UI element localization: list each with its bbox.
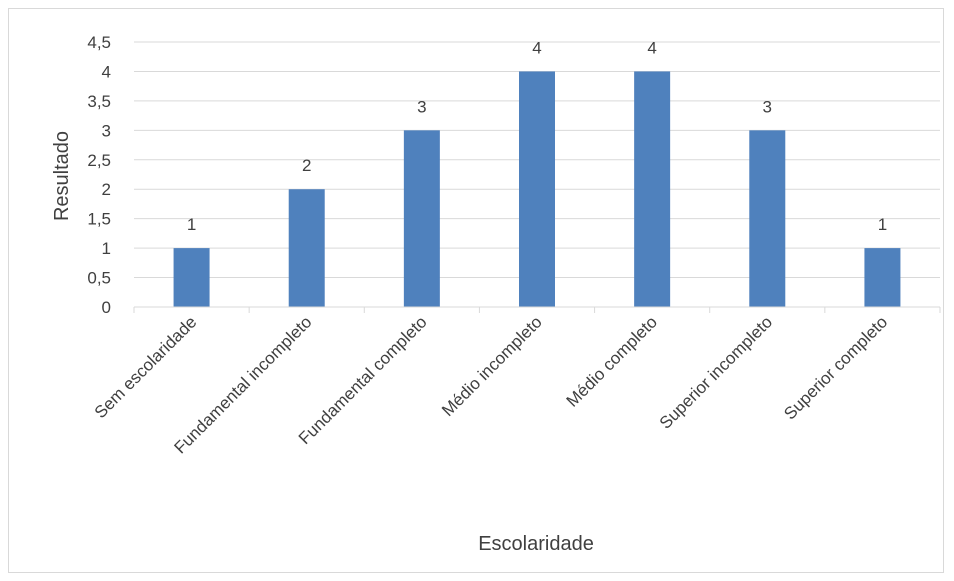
- x-tick-label: Sem escolaridade: [91, 312, 201, 422]
- bar: [634, 71, 671, 307]
- data-label: 4: [532, 38, 541, 57]
- y-tick-label: 4: [102, 62, 111, 81]
- y-tick-label: 0: [102, 298, 111, 317]
- bar: [403, 130, 440, 307]
- x-tick-label: Médio completo: [563, 312, 661, 410]
- x-axis: [133, 306, 941, 313]
- x-tick-label: Médio incompleto: [438, 312, 546, 420]
- x-axis-title: Escolaridade: [478, 533, 594, 555]
- y-tick-labels: 0 0,5 1 1,5 2 2,5 3 3,5 4 4,5: [87, 33, 111, 317]
- bar: [288, 189, 325, 307]
- x-tick-label: Superior incompleto: [656, 312, 776, 432]
- data-label: 1: [187, 215, 196, 234]
- data-label: 1: [878, 215, 887, 234]
- data-label: 4: [647, 38, 656, 57]
- y-tick-label: 2: [102, 180, 111, 199]
- bar: [749, 130, 786, 307]
- y-tick-label: 2,5: [87, 151, 111, 170]
- y-tick-label: 4,5: [87, 33, 111, 52]
- bars: [173, 71, 901, 307]
- y-tick-label: 0,5: [87, 269, 111, 288]
- data-label: 2: [302, 156, 311, 175]
- bar: [173, 248, 210, 307]
- data-label: 3: [763, 97, 772, 116]
- data-label: 3: [417, 97, 426, 116]
- data-labels: 1 2 3 4 4 3 1: [187, 38, 887, 234]
- x-tick-label: Superior completo: [780, 312, 891, 423]
- bar: [864, 248, 901, 307]
- y-tick-label: 3: [102, 121, 111, 140]
- x-tick-label: Fundamental completo: [295, 312, 431, 448]
- y-tick-label: 1: [102, 239, 111, 258]
- chart-frame: [8, 8, 944, 573]
- bar: [519, 71, 555, 307]
- x-tick-label: Fundamental incompleto: [170, 312, 315, 457]
- y-axis-title: Resultado: [51, 131, 73, 221]
- y-tick-label: 1,5: [87, 210, 111, 229]
- y-tick-label: 3,5: [87, 92, 111, 111]
